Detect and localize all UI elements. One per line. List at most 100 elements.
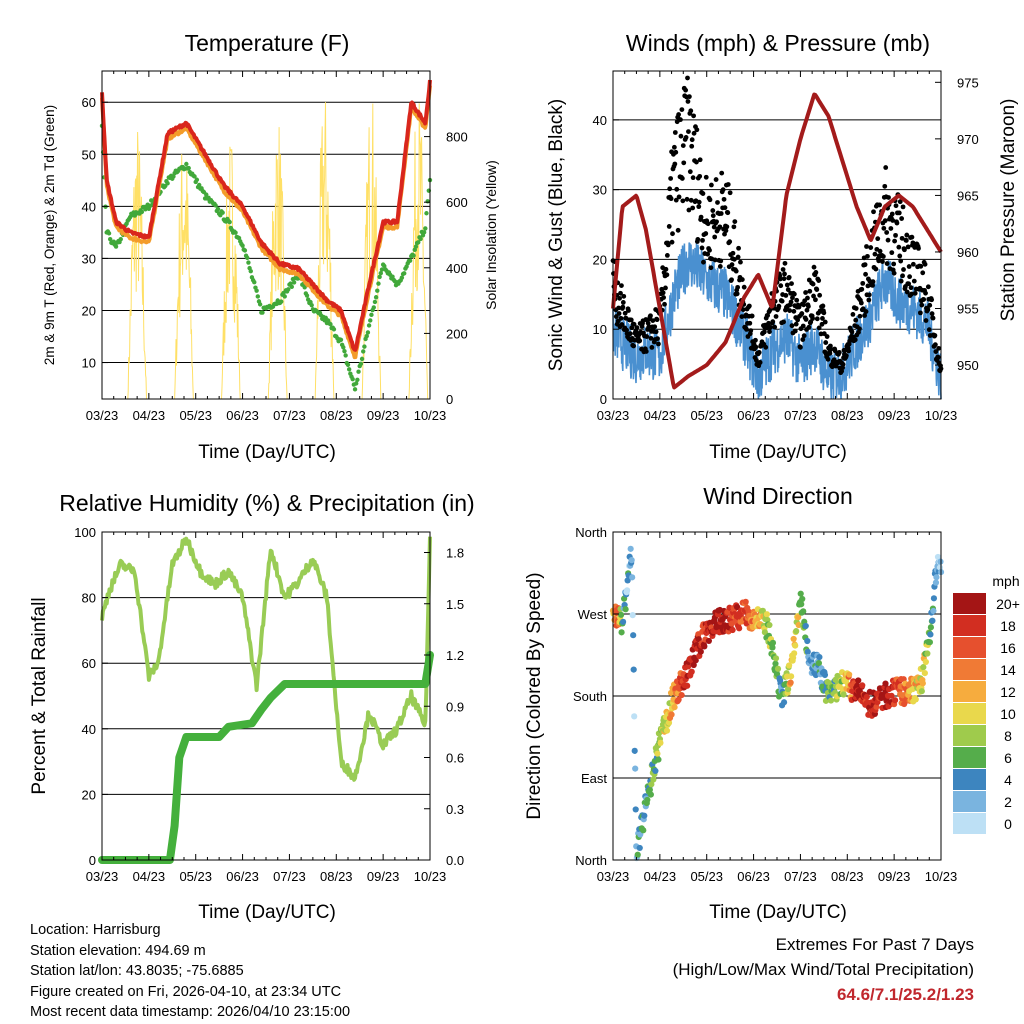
legend-label: 8: [1004, 728, 1012, 744]
wind-direction-point: [933, 574, 940, 581]
legend-swatch: [953, 747, 986, 768]
gust-point: [772, 324, 778, 330]
wind-direction-point: [802, 622, 809, 630]
legend-label: 10: [1000, 706, 1016, 722]
dewpoint-point: [220, 210, 225, 215]
wind-direction-point: [629, 574, 636, 581]
x-tick-label: 06/23: [226, 869, 259, 884]
y-tick-label: 40: [82, 199, 96, 214]
gust-point: [676, 194, 682, 200]
gust-point: [678, 117, 683, 123]
wind-direction-point: [891, 697, 899, 704]
gust-point: [906, 264, 912, 269]
gust-point: [850, 312, 856, 317]
gust-point: [897, 199, 903, 205]
dewpoint-point: [378, 270, 383, 276]
x-tick-label: 10/23: [414, 869, 447, 884]
gust-point: [666, 224, 672, 229]
wind-direction-point: [797, 590, 804, 597]
wind-direction-point: [774, 665, 782, 672]
x-tick-label: 03/23: [86, 869, 119, 884]
gust-point: [689, 143, 695, 149]
gust-point: [707, 247, 712, 253]
wind-direction-point: [675, 696, 682, 703]
gust-point: [846, 348, 852, 354]
gust-point: [721, 196, 727, 202]
gust-point: [681, 160, 687, 166]
gust-point: [685, 99, 691, 104]
gust-point: [616, 305, 622, 311]
wind-direction-point: [641, 812, 648, 819]
gust-point: [718, 258, 724, 264]
wind-direction-point: [628, 557, 635, 564]
pressure-y2label: Station Pressure (Maroon): [998, 99, 1019, 322]
gust-point: [698, 214, 704, 220]
gust-point: [877, 248, 883, 254]
temperature-ylabel: 2m & 9m T (Red, Orange) & 2m Td (Green): [42, 105, 57, 365]
legend-swatch: [953, 615, 986, 636]
gust-point: [899, 235, 905, 241]
winds-title: Winds (mph) & Pressure (mb): [626, 30, 930, 56]
gust-point: [860, 280, 866, 286]
wind-direction-point: [800, 608, 807, 615]
gust-point: [648, 313, 653, 319]
x-tick-label: 05/23: [179, 408, 212, 423]
gust-point: [713, 177, 719, 182]
legend-swatch: [953, 813, 986, 834]
gust-point: [923, 290, 928, 296]
dewpoint-point: [341, 345, 346, 350]
wind-direction-point: [863, 693, 870, 701]
wind-direction-point: [786, 662, 793, 669]
wind-direction-point: [688, 668, 695, 675]
gust-point: [811, 264, 817, 270]
gust-point: [616, 311, 622, 316]
gust-point: [911, 278, 917, 284]
wind-direction-point: [632, 806, 639, 813]
gust-point: [637, 338, 643, 344]
wind-direction-point: [705, 637, 712, 645]
gust-point: [825, 356, 831, 362]
gust-point: [919, 302, 925, 308]
dewpoint-point: [260, 310, 265, 315]
gust-point: [894, 220, 900, 226]
legend-label: 20+: [996, 596, 1020, 612]
wind-direction-title: Wind Direction: [703, 483, 853, 509]
gust-point: [741, 284, 747, 290]
gust-point: [654, 317, 660, 323]
dewpoint-point: [425, 199, 430, 204]
gust-point: [719, 170, 725, 176]
y2-tick-label: 0.9: [446, 699, 464, 714]
gust-point: [863, 309, 869, 314]
gust-point: [686, 207, 692, 213]
y2-tick-label: 1.5: [446, 597, 464, 612]
dewpoint-point: [375, 288, 380, 293]
temperature-title: Temperature (F): [185, 30, 350, 56]
gust-point: [883, 165, 889, 170]
gust-point: [803, 317, 809, 322]
gust-point: [730, 250, 736, 256]
dewpoint-point: [113, 244, 119, 249]
x-tick-label: 08/23: [320, 408, 353, 423]
wind-direction-panel: Wind Direction NorthEastSouthWestNorth03…: [524, 483, 1020, 923]
gust-point: [849, 329, 855, 335]
wind-direction-point: [772, 655, 780, 662]
gust-point: [729, 277, 734, 283]
gust-point: [796, 304, 802, 310]
wind-direction-point: [816, 653, 823, 661]
gust-point: [857, 313, 863, 319]
gust-point: [701, 259, 706, 265]
y-tick-label: 20: [82, 303, 96, 318]
gust-point: [866, 292, 872, 298]
gust-point: [918, 263, 924, 269]
gust-point: [714, 219, 719, 225]
extremes-values: 64.6/7.1/25.2/1.23: [836, 985, 974, 1004]
gust-point: [933, 349, 939, 355]
gust-point: [712, 257, 718, 263]
y-tick-label: North: [575, 525, 607, 540]
gust-point: [679, 107, 685, 112]
wind-direction-point: [921, 670, 928, 677]
gust-point: [734, 291, 740, 297]
dewpoint-point: [424, 211, 429, 216]
dewpoint-point: [356, 369, 361, 374]
gust-point: [807, 288, 813, 294]
